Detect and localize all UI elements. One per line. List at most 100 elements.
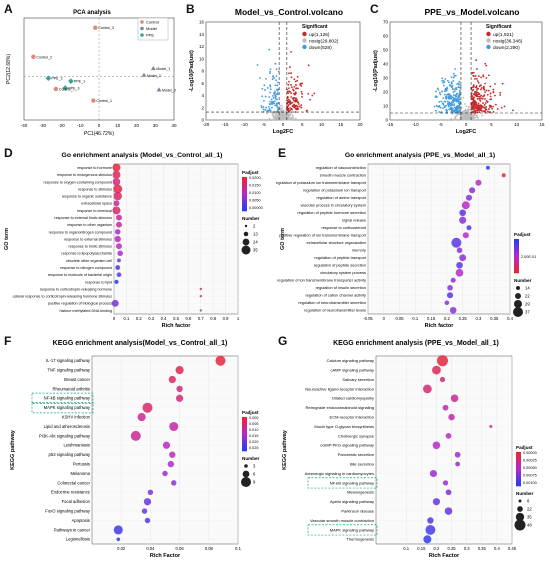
bubble-term-label: Salivary secretion (342, 377, 374, 382)
bubble-frame (367, 163, 511, 315)
bubble-size-title: Number (242, 456, 260, 461)
volcano-point-down (454, 109, 456, 112)
volcano-point-up (301, 92, 303, 95)
pca-title: PCA analysis (73, 10, 111, 16)
volcano-point-down (265, 77, 267, 80)
bubble-size-label: 14 (525, 286, 530, 291)
bubble-point (456, 261, 463, 269)
volcano-point-down (444, 78, 447, 80)
bubble-term-label: response to stimulus (78, 187, 112, 191)
bubble-legend-title: Padjust (514, 232, 531, 237)
bubble-point (143, 498, 152, 506)
volcano-point-down (457, 98, 459, 101)
volcano-point-down (454, 68, 457, 70)
volcano-point-up (475, 92, 477, 95)
volcano-point-nosig (283, 113, 286, 116)
bubble-point (461, 201, 470, 210)
volcano-point-down (271, 106, 273, 109)
bubble-xtick: 0.02 (117, 546, 126, 551)
bubble-term-label: positive regulation of ion transmembrane… (279, 233, 367, 238)
volcano-point-up (485, 99, 488, 102)
volcano-point-up (294, 80, 297, 83)
volcano-point-up (476, 68, 478, 70)
bubble-point (117, 258, 121, 263)
bubble-point (432, 365, 441, 375)
bubble-xtick: 0 (383, 316, 386, 321)
pca-point-label: PPE_3 (68, 86, 79, 90)
bubble-term-label: Mucin type O-glycan biosynthesis (314, 424, 374, 429)
volcano-point-up (290, 50, 292, 53)
volcano-legend-label: down(528) (309, 45, 332, 51)
bubble-term-label: Dilated cardiomyopathy (332, 396, 374, 401)
volcano-point-up (500, 106, 503, 109)
bubble-size-marker (243, 231, 249, 237)
volcano-point-down (457, 82, 460, 85)
volcano-point-up (474, 90, 476, 93)
bubble-size-label: 35 (253, 248, 258, 253)
bubble-colorbar-step (242, 196, 247, 200)
bubble-point (116, 243, 122, 250)
volcano-point-nosig (451, 113, 454, 115)
bubble-point (447, 284, 453, 291)
volcano-point-up (300, 104, 303, 107)
volcano-point-up (287, 104, 290, 107)
panel-b: B Model_vs_Control.volcano -20 -15 -10 -5 0 5 1… (184, 2, 366, 144)
volcano-point-down (439, 106, 442, 109)
bubble-term-label: regulation of amine transport (316, 195, 366, 200)
volcano-point-down (444, 90, 446, 93)
volcano-frame (205, 21, 361, 121)
bubble-size-label: 13 (253, 232, 258, 237)
volcano-point-down (450, 76, 453, 78)
bubble-colorbar-step (242, 202, 247, 206)
volcano-point-up (492, 91, 495, 94)
volcano-point-up (474, 86, 477, 89)
pca-point (53, 86, 59, 92)
bubble-xtick: 0.2 (136, 316, 142, 321)
pca-xtick: 20 (134, 123, 140, 128)
bubble-term-label: regulation of vasoconstriction (316, 165, 366, 170)
bubble-point (462, 232, 469, 239)
volcano-point-up (307, 64, 310, 67)
bubble-point (489, 425, 493, 428)
bubble-term-label: response to corticosteroid (321, 225, 366, 230)
bubble-term-label: signal release (342, 218, 366, 223)
bubble-size-title: Number (242, 216, 260, 221)
volcano-xtick: -10 (241, 122, 248, 127)
volcano-point-nosig (465, 105, 468, 108)
bubble-term-label: regulation of potassium ion transmembran… (276, 180, 367, 185)
volcano-point-up (472, 107, 475, 110)
volcano-ytick: 70 (383, 20, 389, 25)
bubble-size-label: 2 (253, 224, 256, 229)
bubble-colorbar-step (242, 191, 247, 195)
bubble-title: Go enrichment analysis (Model_vs_Control… (62, 152, 223, 159)
bubble-colorbar-step (242, 182, 247, 186)
volcano-point-up (482, 95, 485, 98)
volcano-point-up (476, 98, 479, 100)
volcano-point-down (455, 99, 457, 102)
bubble-point (444, 300, 450, 306)
volcano-point-up (472, 74, 475, 77)
pca-point-label: Control_2 (36, 55, 52, 59)
bubble-size-label: 8 (527, 499, 530, 504)
bubble-colorbar-tick: 0.0100 (249, 191, 261, 195)
bubble-point (116, 537, 121, 542)
panel-letter-e: E (278, 146, 287, 160)
volcano-point-down (438, 105, 441, 107)
bubble-point (455, 461, 461, 467)
volcano-point-down (451, 82, 453, 85)
volcano-point-up (492, 88, 495, 91)
volcano-xtick: -15 (222, 122, 229, 127)
volcano-point-up (471, 106, 474, 108)
bubble-term-label: regulation of peptide secretion (314, 263, 366, 268)
bubble-highlight-box (307, 477, 378, 489)
volcano-point-up (484, 82, 486, 85)
bubble-point (112, 178, 121, 186)
pca-legend-label: Model (146, 26, 157, 31)
volcano-point-down (436, 87, 439, 90)
pca-xtick: -10 (77, 123, 84, 128)
volcano-point-up (477, 75, 480, 78)
bubble-point (427, 517, 434, 524)
volcano-legend-title: Significant (302, 24, 328, 30)
volcano-xlabel: Log2FC (456, 129, 476, 135)
volcano-point-down (441, 79, 444, 82)
